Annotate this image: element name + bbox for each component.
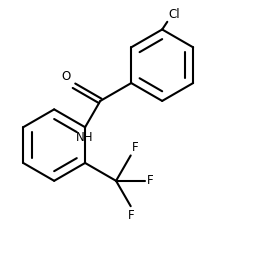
Text: O: O xyxy=(61,70,70,83)
Text: F: F xyxy=(132,141,139,154)
Text: NH: NH xyxy=(76,131,94,144)
Text: F: F xyxy=(147,174,153,187)
Text: Cl: Cl xyxy=(168,7,180,21)
Text: F: F xyxy=(127,209,134,222)
